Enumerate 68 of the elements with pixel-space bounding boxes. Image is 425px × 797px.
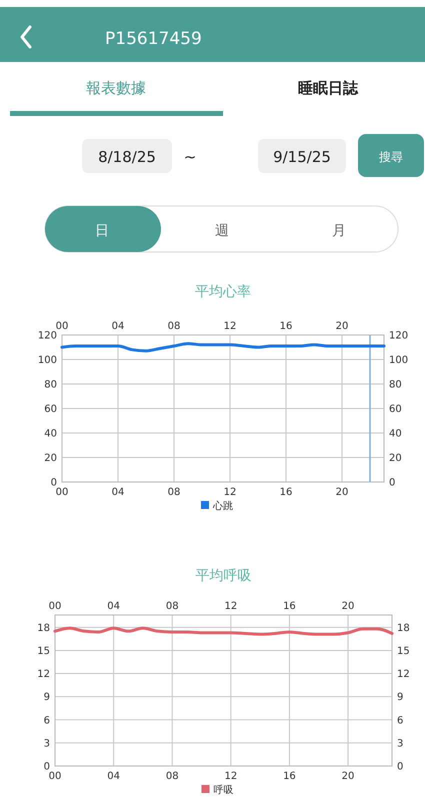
y-tick-label: 12: [37, 669, 50, 680]
x-tick-label: 00: [56, 321, 68, 332]
x2-tick-label: 12: [224, 487, 236, 498]
x-tick-label: 20: [336, 321, 348, 332]
x2-tick-label: 00: [48, 771, 62, 782]
y-tick-label: 100: [38, 355, 57, 366]
text: ~: [184, 148, 196, 166]
y2-tick-label: 40: [389, 428, 402, 440]
y2-tick-label: 18: [397, 622, 410, 634]
x-tick-label: 08: [166, 601, 179, 612]
y2-tick-label: 0: [389, 478, 396, 488]
text: 8/18/25: [98, 148, 156, 166]
x-tick-label: 12: [224, 321, 236, 332]
line-series: [60, 342, 386, 352]
text: 報表數據: [86, 79, 146, 97]
text: 搜尋: [379, 150, 403, 164]
x2-tick-label: 12: [224, 771, 238, 782]
x-tick-label: 04: [107, 601, 120, 612]
y2-tick-label: 0: [397, 762, 404, 772]
y2-tick-label: 6: [397, 715, 404, 726]
text: 9/15/25: [273, 148, 331, 166]
chart-title: 平均呼吸: [196, 568, 252, 584]
y2-tick-label: 20: [389, 453, 402, 464]
x-tick-label: 00: [48, 601, 62, 612]
x-tick-label: 16: [283, 601, 296, 612]
x2-tick-label: 20: [336, 487, 348, 498]
y-tick-label: 20: [44, 453, 57, 464]
legend-label: 心跳: [212, 500, 233, 512]
text: 月: [332, 223, 346, 239]
x2-tick-label: 04: [107, 771, 120, 782]
y-tick-label: 0: [44, 762, 50, 772]
y2-tick-label: 9: [397, 692, 404, 704]
y-tick-label: 80: [44, 380, 57, 390]
y-tick-label: 15: [37, 646, 50, 657]
x-tick-label: 08: [168, 321, 180, 332]
x-tick-label: 20: [342, 601, 354, 612]
y-tick-label: 0: [50, 478, 57, 488]
text: 週: [215, 223, 229, 239]
x2-tick-label: 00: [56, 487, 68, 498]
text: 睡眠日誌: [298, 79, 359, 97]
y2-tick-label: 80: [389, 380, 402, 390]
x2-tick-label: 08: [168, 487, 180, 498]
y2-tick-label: 120: [389, 330, 408, 342]
chart-title: 平均心率: [195, 284, 251, 300]
y2-tick-label: 12: [397, 669, 410, 680]
y-tick-label: 40: [44, 428, 57, 440]
x2-tick-label: 16: [280, 487, 292, 498]
x-tick-label: 04: [112, 321, 124, 332]
y-tick-label: 18: [37, 622, 50, 634]
y2-tick-label: 15: [397, 646, 410, 657]
y2-tick-label: 100: [389, 355, 408, 366]
x2-tick-label: 16: [283, 771, 296, 782]
y2-tick-label: 60: [389, 404, 402, 415]
x2-tick-label: 04: [112, 487, 124, 498]
x-tick-label: 16: [280, 321, 292, 332]
text: P15617459: [105, 29, 202, 49]
x2-tick-label: 20: [342, 771, 354, 782]
y-tick-label: 9: [44, 692, 50, 704]
x-tick-label: 12: [224, 601, 238, 612]
text: 日: [95, 223, 109, 239]
x2-tick-label: 08: [166, 771, 179, 782]
y-tick-label: 6: [44, 715, 50, 726]
y-tick-label: 60: [44, 404, 57, 415]
line-series: [54, 626, 394, 636]
y2-tick-label: 3: [397, 738, 404, 750]
legend-label: 呼吸: [214, 784, 234, 796]
y-tick-label: 120: [38, 330, 57, 342]
y-tick-label: 3: [44, 738, 50, 750]
